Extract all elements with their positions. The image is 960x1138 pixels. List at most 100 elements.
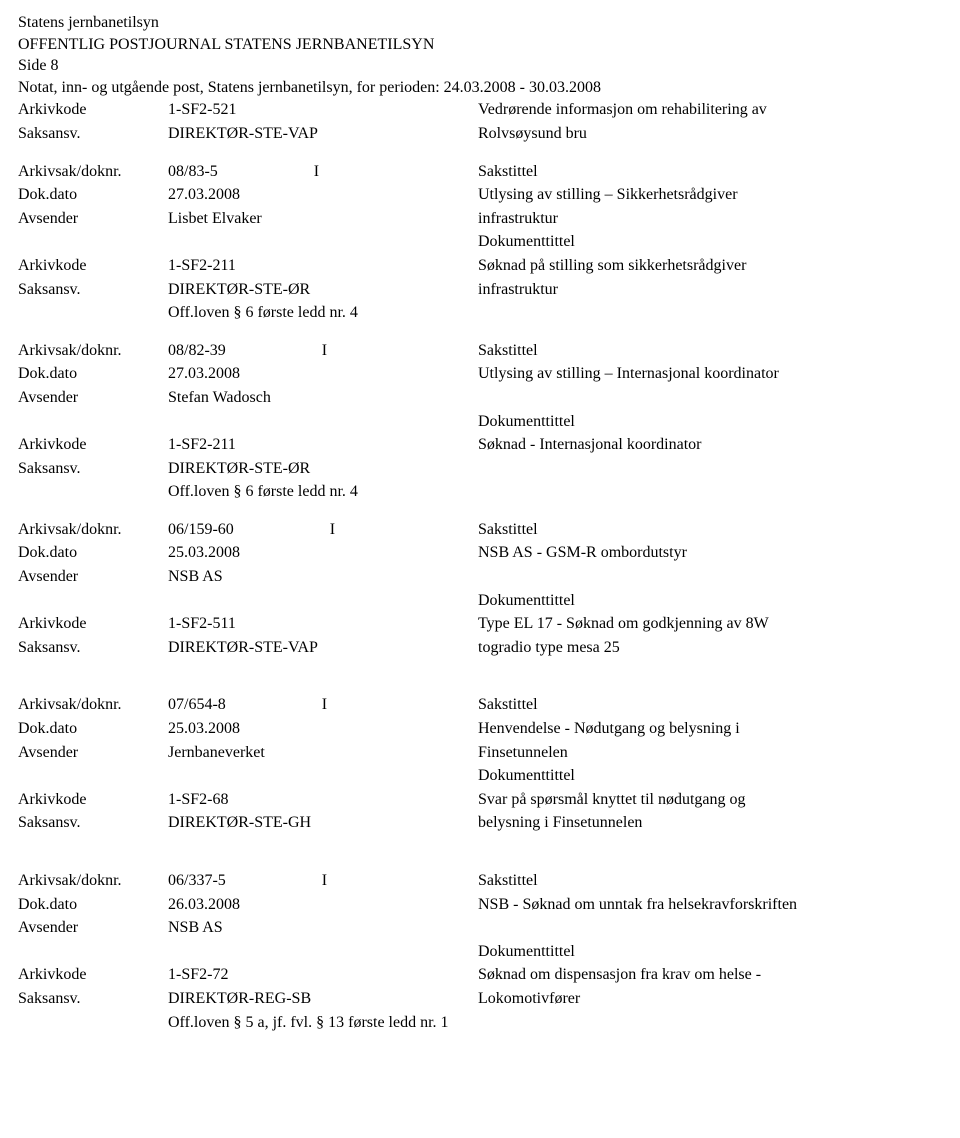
label-avsender: Avsender [18, 386, 168, 410]
journal-entry: Arkivsak/doknr. 06/337-5 I Sakstittel Do… [18, 869, 942, 1034]
io-indicator: I [322, 342, 327, 359]
value-offloven: Off.loven § 5 a, jf. fvl. § 13 første le… [168, 1011, 478, 1035]
value-avsender: Stefan Wadosch [168, 386, 478, 410]
value-saksansv: DIREKTØR-STE-VAP [168, 636, 478, 660]
value-saksansv: DIREKTØR-STE-VAP [168, 122, 478, 146]
label-dokumenttittel: Dokumenttittel [478, 230, 942, 254]
journal-entry: Arkivsak/doknr. 08/82-39 I Sakstittel Do… [18, 339, 942, 504]
label-dokumenttittel: Dokumenttittel [478, 764, 942, 788]
sakstittel-line1: NSB AS - GSM-R ombordutstyr [478, 541, 942, 565]
label-sakstittel: Sakstittel [478, 160, 942, 184]
doktittel-line2: togradio type mesa 25 [478, 636, 942, 660]
label-saksansv: Saksansv. [18, 987, 168, 1011]
value-arkivsak: 06/159-60 I [168, 518, 478, 542]
value-arkivkode: 1-SF2-521 [168, 98, 478, 122]
value-dokdato: 27.03.2008 [168, 362, 478, 386]
sakstittel-line2 [478, 916, 942, 940]
label-arkivsak: Arkivsak/doknr. [18, 339, 168, 363]
label-dokdato: Dok.dato [18, 717, 168, 741]
label-dokdato: Dok.dato [18, 893, 168, 917]
label-arkivsak: Arkivsak/doknr. [18, 518, 168, 542]
label-arkivsak: Arkivsak/doknr. [18, 693, 168, 717]
label-saksansv: Saksansv. [18, 457, 168, 481]
label-arkivkode: Arkivkode [18, 98, 168, 122]
label-arkivkode: Arkivkode [18, 963, 168, 987]
doktittel-line2: Lokomotivfører [478, 987, 942, 1011]
value-dokdato: 26.03.2008 [168, 893, 478, 917]
io-indicator: I [314, 163, 319, 180]
value-arkivkode: 1-SF2-511 [168, 612, 478, 636]
arkivsak-number: 06/159-60 [168, 521, 234, 538]
label-arkivsak: Arkivsak/doknr. [18, 869, 168, 893]
sakstittel-line2 [478, 565, 942, 589]
value-avsender: Lisbet Elvaker [168, 207, 478, 231]
doktittel-line1: Søknad på stilling som sikkerhetsrådgive… [478, 254, 942, 278]
value-saksansv: DIREKTØR-STE-GH [168, 811, 478, 835]
sakstittel-line1: Utlysing av stilling – Sikkerhetsrådgive… [478, 183, 942, 207]
label-saksansv: Saksansv. [18, 811, 168, 835]
label-avsender: Avsender [18, 741, 168, 765]
label-sakstittel: Sakstittel [478, 693, 942, 717]
label-avsender: Avsender [18, 565, 168, 589]
page-header: Statens jernbanetilsyn OFFENTLIG POSTJOU… [18, 12, 942, 98]
doktittel-line1: Type EL 17 - Søknad om godkjenning av 8W [478, 612, 942, 636]
sakstittel-line2: Finsetunnelen [478, 741, 942, 765]
journal-title: OFFENTLIG POSTJOURNAL STATENS JERNBANETI… [18, 34, 942, 56]
entry-continuation: Arkivkode 1-SF2-521 Vedrørende informasj… [18, 98, 942, 145]
arkivsak-number: 08/83-5 [168, 163, 218, 180]
value-arkivkode: 1-SF2-72 [168, 963, 478, 987]
label-arkivkode: Arkivkode [18, 254, 168, 278]
label-saksansv: Saksansv. [18, 122, 168, 146]
label-dokdato: Dok.dato [18, 183, 168, 207]
doktittel-line1: Svar på spørsmål knyttet til nødutgang o… [478, 788, 942, 812]
value-avsender: Jernbaneverket [168, 741, 478, 765]
journal-entry: Arkivsak/doknr. 06/159-60 I Sakstittel D… [18, 518, 942, 660]
sakstittel-line1: Henvendelse - Nødutgang og belysning i [478, 717, 942, 741]
label-saksansv: Saksansv. [18, 278, 168, 302]
label-saksansv: Saksansv. [18, 636, 168, 660]
label-arkivkode: Arkivkode [18, 788, 168, 812]
arkivsak-number: 06/337-5 [168, 872, 226, 889]
value-arkivkode: 1-SF2-211 [168, 433, 478, 457]
value-arkivsak: 08/82-39 I [168, 339, 478, 363]
sakstittel-line1: Utlysing av stilling – Internasjonal koo… [478, 362, 942, 386]
value-arkivsak: 06/337-5 I [168, 869, 478, 893]
journal-entry: Arkivsak/doknr. 07/654-8 I Sakstittel Do… [18, 693, 942, 835]
label-avsender: Avsender [18, 207, 168, 231]
value-saksansv: DIREKTØR-STE-ØR [168, 278, 478, 302]
value-dokdato: 25.03.2008 [168, 541, 478, 565]
doktittel-line2 [478, 457, 942, 481]
io-indicator: I [322, 696, 327, 713]
sakstittel-line1: NSB - Søknad om unntak fra helsekravfors… [478, 893, 942, 917]
value-dokdato: 27.03.2008 [168, 183, 478, 207]
label-avsender: Avsender [18, 916, 168, 940]
value-arkivsak: 07/654-8 I [168, 693, 478, 717]
arkivsak-number: 07/654-8 [168, 696, 226, 713]
label-arkivkode: Arkivkode [18, 433, 168, 457]
value-offloven: Off.loven § 6 første ledd nr. 4 [168, 480, 478, 504]
value-arkivkode: 1-SF2-68 [168, 788, 478, 812]
io-indicator: I [322, 872, 327, 889]
value-avsender: NSB AS [168, 565, 478, 589]
doktittel-line2: belysning i Finsetunnelen [478, 811, 942, 835]
sakstittel-line2 [478, 386, 942, 410]
value-avsender: NSB AS [168, 916, 478, 940]
value-offloven: Off.loven § 6 første ledd nr. 4 [168, 301, 478, 325]
sakstittel-line2: infrastruktur [478, 207, 942, 231]
label-dokdato: Dok.dato [18, 541, 168, 565]
value-arkivkode: 1-SF2-211 [168, 254, 478, 278]
top-right-line2: Rolvsøysund bru [478, 122, 942, 146]
label-sakstittel: Sakstittel [478, 518, 942, 542]
arkivsak-number: 08/82-39 [168, 342, 226, 359]
journal-entry: Arkivsak/doknr. 08/83-5 I Sakstittel Dok… [18, 160, 942, 325]
doktittel-line2: infrastruktur [478, 278, 942, 302]
io-indicator: I [330, 521, 335, 538]
label-arkivkode: Arkivkode [18, 612, 168, 636]
value-dokdato: 25.03.2008 [168, 717, 478, 741]
label-dokumenttittel: Dokumenttittel [478, 589, 942, 613]
label-dokumenttittel: Dokumenttittel [478, 940, 942, 964]
period-subtitle: Notat, inn- og utgående post, Statens je… [18, 77, 942, 99]
doktittel-line1: Søknad om dispensasjon fra krav om helse… [478, 963, 942, 987]
label-sakstittel: Sakstittel [478, 339, 942, 363]
page-side: Side 8 [18, 55, 942, 77]
